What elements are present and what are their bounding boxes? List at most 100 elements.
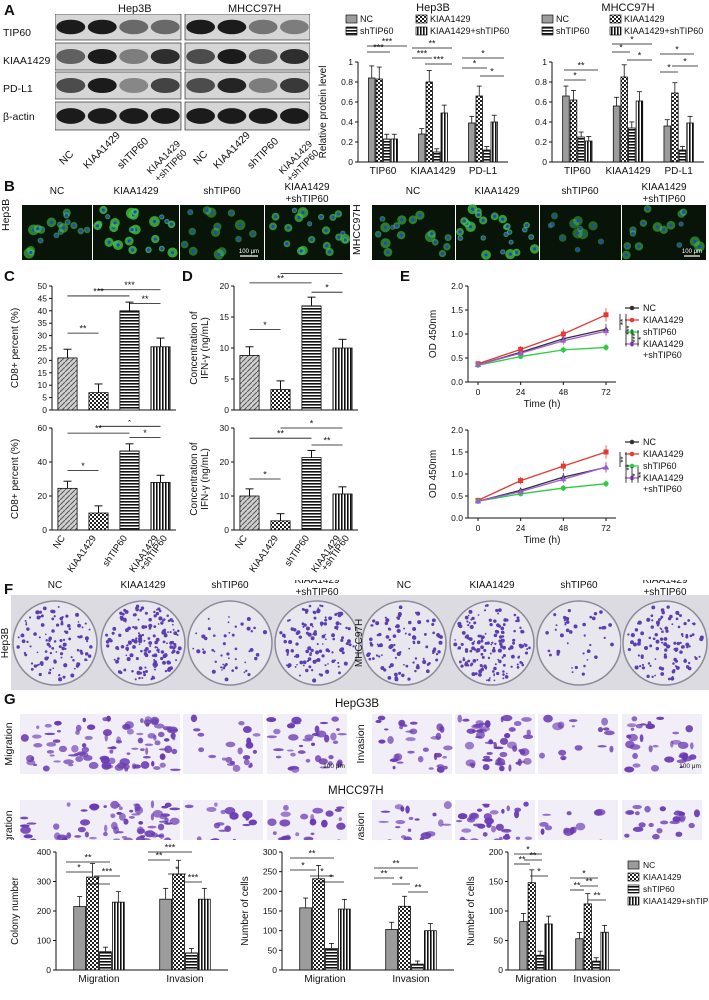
transwell-cell — [158, 748, 169, 751]
transwell-cell — [660, 820, 669, 825]
colony — [495, 630, 500, 634]
y-tick-label: 50 — [38, 281, 48, 291]
colony — [677, 613, 680, 616]
transwell-cell — [23, 834, 33, 839]
colony — [287, 665, 291, 668]
colony — [417, 620, 422, 625]
if-nucleus — [581, 232, 585, 236]
transwell-cell — [314, 755, 322, 763]
colony — [566, 642, 569, 645]
transwell-cell — [493, 742, 498, 749]
colony — [493, 619, 497, 623]
transwell-cell — [659, 806, 666, 812]
western-blot-image — [55, 14, 310, 131]
significance-mark: * — [399, 875, 403, 885]
colony — [254, 656, 258, 661]
colony — [490, 643, 493, 646]
colony — [394, 656, 398, 659]
y-tick-label: 150 — [489, 877, 503, 887]
transwell-cell — [399, 724, 404, 730]
transwell-cell — [242, 823, 251, 827]
colony — [250, 648, 254, 652]
if-image-tile — [456, 205, 539, 260]
colony — [457, 621, 462, 626]
bar — [239, 495, 260, 531]
if-nucleus — [523, 228, 527, 232]
blot-band — [217, 48, 247, 65]
transwell-cell — [486, 822, 492, 828]
transwell-cell — [597, 727, 604, 733]
data-point — [603, 312, 609, 318]
transwell-cell — [500, 716, 504, 723]
data-point — [603, 481, 609, 487]
blot-band — [280, 19, 309, 35]
colony — [460, 642, 464, 646]
colony — [345, 642, 349, 646]
transwell-cell — [517, 758, 522, 766]
significance-mark: * — [490, 67, 494, 77]
colony — [132, 625, 135, 629]
colony — [345, 626, 348, 630]
transwell-cell — [495, 758, 506, 766]
if-nucleus — [66, 220, 70, 224]
colony — [516, 663, 519, 666]
transwell-cell — [266, 717, 277, 723]
transwell-cell — [688, 822, 695, 829]
colony — [675, 617, 679, 621]
transwell-cell — [109, 749, 114, 754]
colony — [240, 622, 244, 626]
bar — [398, 905, 411, 971]
transwell-cell — [501, 714, 513, 722]
colony — [633, 642, 637, 647]
colony — [669, 614, 673, 619]
colony — [153, 614, 157, 618]
transwell-cell — [310, 742, 316, 746]
colony — [45, 638, 48, 642]
colony — [397, 612, 402, 616]
bar — [544, 923, 553, 971]
colony — [62, 638, 66, 642]
transwell-cell — [327, 761, 333, 766]
colony — [641, 666, 646, 670]
colony — [222, 663, 225, 666]
colony — [318, 649, 323, 653]
colony — [154, 640, 158, 645]
significance-mark: ** — [577, 61, 585, 71]
colony — [77, 635, 80, 638]
legend-label: KIAA1429 — [643, 449, 684, 459]
colony — [126, 644, 128, 647]
colony — [582, 622, 586, 627]
bar — [325, 947, 338, 971]
colony — [164, 632, 167, 635]
colony — [509, 645, 514, 650]
colony — [40, 614, 44, 618]
bar — [527, 882, 536, 971]
colony — [144, 666, 147, 669]
colony — [598, 626, 602, 630]
colony — [403, 663, 405, 666]
x-tick-label: shTIP60 — [101, 533, 130, 568]
transwell-cell — [44, 723, 52, 728]
colony — [44, 650, 48, 653]
colony — [283, 639, 287, 644]
legend-marker — [629, 439, 635, 445]
colony — [227, 653, 230, 656]
if-nucleus — [433, 240, 437, 244]
transwell-cell — [629, 744, 641, 750]
y-tick-label: 50 — [494, 936, 504, 946]
colony — [105, 633, 109, 637]
colony — [228, 631, 231, 634]
if-nucleus — [106, 215, 110, 219]
colony — [594, 655, 598, 660]
colony — [473, 621, 477, 625]
transwell-cell — [136, 732, 144, 736]
colony — [132, 613, 136, 617]
if-nucleus — [681, 210, 686, 214]
significance-mark: * — [325, 283, 329, 293]
colony — [166, 660, 171, 665]
colony — [64, 647, 67, 651]
colony — [234, 625, 237, 628]
if-nucleus — [501, 217, 505, 221]
